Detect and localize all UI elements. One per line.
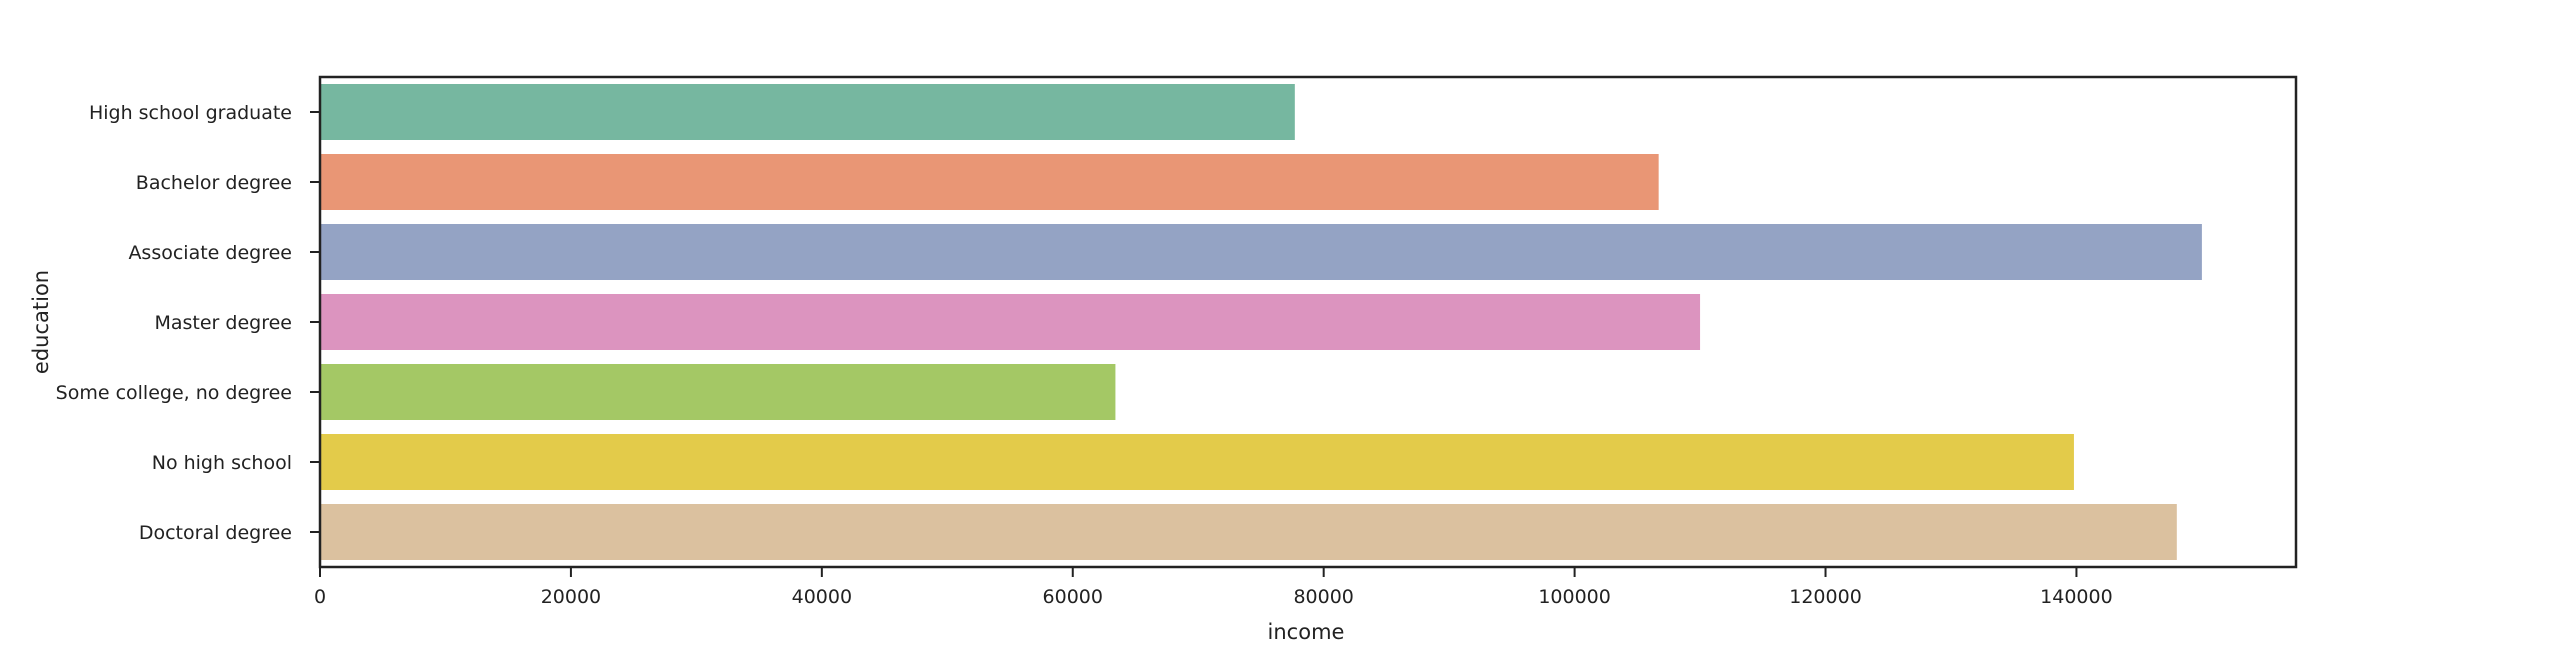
x-tick-label: 20000 [541,586,601,608]
x-tick-label: 80000 [1293,586,1353,608]
y-tick-label: Associate degree [128,242,292,264]
x-tick-label: 120000 [1789,586,1862,608]
bar [320,84,1295,140]
y-tick-label: High school graduate [89,102,292,124]
x-tick-label: 100000 [1538,586,1611,608]
x-axis: 0 20000 40000 60000 80000 100000 120000 140000 [314,567,2113,608]
bar [320,364,1116,420]
y-axis: High school graduate Bachelor degree Assoc… [56,102,320,544]
x-axis-label: income [1268,620,1345,644]
bar [320,154,1659,210]
y-axis-label: education [29,270,53,374]
x-tick-label: 140000 [2040,586,2113,608]
x-tick-label: 60000 [1043,586,1103,608]
bar [320,434,2074,490]
bars-layer [320,84,2202,560]
y-tick-label: No high school [152,452,292,474]
x-tick-label: 0 [314,586,326,608]
x-tick-label: 40000 [792,586,852,608]
bar [320,294,1701,350]
y-tick-label: Master degree [154,312,292,334]
bar [320,504,2177,560]
y-tick-label: Doctoral degree [139,522,292,544]
y-tick-label: Some college, no degree [56,382,292,404]
bar [320,224,2202,280]
y-tick-label: Bachelor degree [136,172,292,194]
